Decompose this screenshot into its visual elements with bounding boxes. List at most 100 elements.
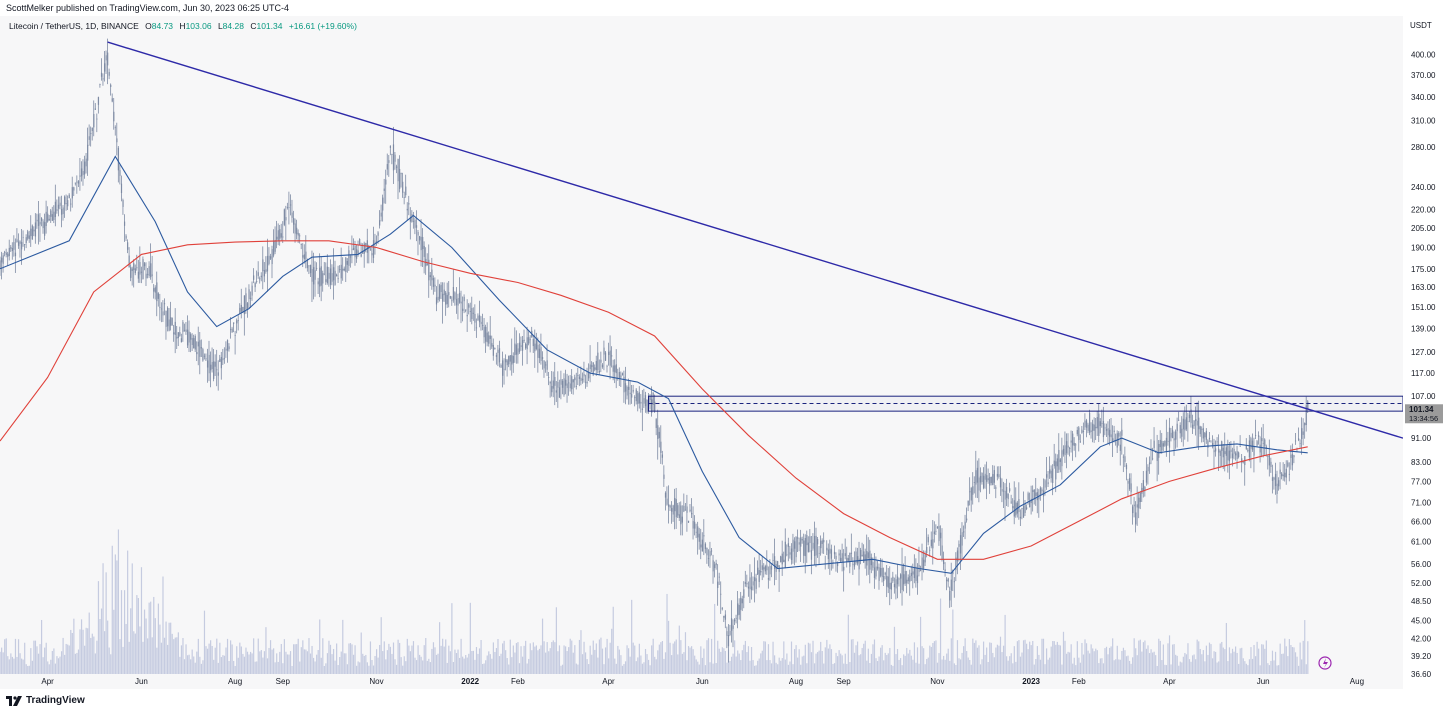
candle-body	[738, 605, 740, 615]
candle-body	[600, 359, 602, 363]
candle-body	[963, 531, 965, 533]
volume-bar	[42, 657, 44, 674]
candle-body	[219, 358, 221, 362]
volume-bar	[1119, 659, 1121, 674]
volume-bar	[1016, 641, 1018, 674]
volume-bar	[452, 661, 455, 674]
candle-body	[1104, 427, 1106, 429]
candle-body	[291, 212, 293, 218]
volume-bar	[511, 657, 513, 674]
candle-body	[286, 207, 289, 208]
candle-body	[692, 521, 694, 529]
candle-body	[128, 255, 130, 268]
tradingview-logo[interactable]: TradingView	[6, 695, 85, 706]
candle-body	[160, 308, 163, 310]
volume-bar	[1284, 638, 1286, 674]
trendline[interactable]	[107, 41, 1404, 439]
candle-body	[686, 506, 688, 513]
candle-body	[99, 83, 101, 85]
volume-bar	[462, 656, 464, 674]
volume-bar	[60, 651, 63, 674]
candle-body	[1124, 456, 1126, 462]
volume-bar	[1251, 658, 1254, 674]
candle-body	[1299, 443, 1301, 444]
x-tick-label: Aug	[1350, 677, 1364, 686]
volume-bar	[637, 657, 639, 674]
volume-bar	[253, 638, 255, 674]
price-axis[interactable]	[1403, 16, 1456, 689]
volume-bar	[7, 656, 9, 674]
price-tag-countdown: 13:34:56	[1409, 414, 1438, 423]
candle-body	[993, 470, 995, 483]
volume-bar	[1238, 663, 1240, 674]
volume-bar	[306, 651, 309, 674]
volume-bar	[715, 663, 717, 674]
candle-body	[737, 603, 739, 616]
candle-body	[352, 248, 355, 250]
volume-bar	[117, 529, 120, 674]
volume-bar	[671, 655, 673, 674]
volume-bar	[849, 662, 851, 674]
chart-area[interactable]: USDT 400.00 370.00 340.00 310.00 280.00 240.0…	[0, 16, 1456, 689]
candle-body	[180, 338, 183, 343]
volume-bar	[351, 644, 353, 674]
candle-body	[1251, 440, 1254, 450]
lightning-bolt-icon[interactable]	[1318, 656, 1332, 670]
candle-body	[967, 500, 969, 506]
candle-body	[39, 221, 41, 225]
volume-bar	[420, 656, 422, 674]
volume-bar	[434, 647, 436, 674]
volume-bar	[266, 658, 269, 674]
volume-bar	[257, 638, 259, 674]
candle-body	[1228, 450, 1231, 462]
volume-bar	[1085, 643, 1088, 674]
candle-body	[494, 348, 496, 350]
candle-body	[165, 310, 167, 327]
volume-bar	[545, 652, 547, 674]
volume-bar	[1233, 651, 1235, 674]
downtrend-line[interactable]	[107, 41, 1404, 439]
volume-bar	[586, 659, 588, 674]
volume-bar	[833, 663, 836, 674]
candle-body	[812, 542, 814, 549]
candle-body	[1125, 464, 1128, 470]
volume-bar	[99, 619, 101, 674]
volume-bar	[1148, 653, 1151, 674]
volume-bar	[1156, 665, 1158, 674]
volume-bar	[1191, 655, 1194, 674]
candle-body	[1033, 489, 1035, 500]
candle-body	[681, 516, 683, 523]
volume-bar	[94, 653, 96, 674]
volume-bar	[8, 659, 10, 674]
candle-body	[1276, 483, 1278, 494]
price-chart[interactable]: USDT 400.00370.00340.00310.00280.00240.0…	[0, 16, 1456, 689]
candle-body	[896, 576, 899, 585]
candle-body	[154, 287, 156, 293]
candle-body	[306, 258, 309, 269]
candle-body	[554, 376, 556, 386]
volume-bar	[1079, 662, 1081, 674]
candle-body	[875, 566, 877, 577]
candle-body	[840, 557, 842, 562]
candle-body	[432, 278, 435, 287]
volume-bar	[1045, 648, 1048, 674]
candle-body	[27, 231, 29, 239]
volume-bar	[1273, 660, 1275, 674]
candle-body	[669, 505, 671, 508]
volume-bar	[856, 641, 859, 674]
candle-body	[786, 554, 788, 556]
candle-body	[781, 553, 783, 565]
candle-body	[777, 561, 779, 568]
candle-body	[411, 214, 413, 222]
candle-body	[853, 561, 856, 567]
candle-body	[240, 304, 242, 312]
candle-body	[67, 200, 69, 207]
volume-bar	[884, 652, 886, 674]
candle-body	[577, 375, 579, 377]
volume-bar	[855, 645, 857, 674]
candle-body	[548, 377, 550, 378]
candle-body	[254, 282, 256, 288]
candle-body	[506, 360, 508, 366]
candle-body	[1230, 449, 1232, 453]
volume-bar	[71, 632, 73, 674]
